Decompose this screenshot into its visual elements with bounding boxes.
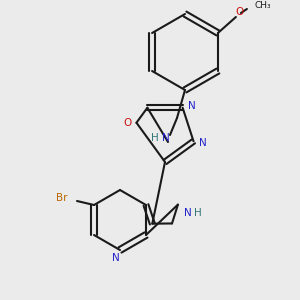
Text: O: O xyxy=(123,118,132,128)
Text: Br: Br xyxy=(56,193,67,203)
Text: CH₃: CH₃ xyxy=(255,2,272,10)
Text: N: N xyxy=(112,253,120,263)
Text: N: N xyxy=(188,101,196,111)
Text: N: N xyxy=(199,138,206,148)
Text: H: H xyxy=(194,208,202,218)
Text: O: O xyxy=(236,7,244,17)
Text: N: N xyxy=(162,133,170,143)
Text: H: H xyxy=(151,133,159,143)
Text: N: N xyxy=(184,208,192,218)
